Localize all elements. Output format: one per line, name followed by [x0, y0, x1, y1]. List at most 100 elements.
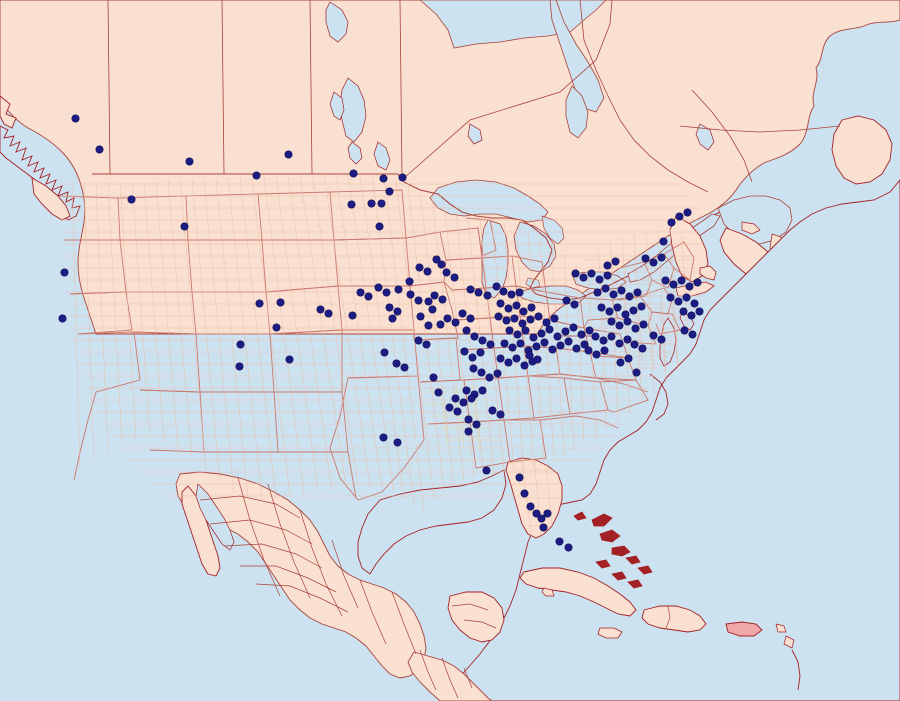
occurrence-dot — [527, 303, 535, 311]
occurrence-dot — [553, 332, 561, 340]
occurrence-dot — [422, 340, 430, 348]
occurrence-dot — [512, 354, 520, 362]
occurrence-dot — [603, 271, 611, 279]
occurrence-dot — [520, 361, 528, 369]
occurrence-dot — [592, 350, 600, 358]
occurrence-dot — [577, 330, 585, 338]
occurrence-dot — [519, 307, 527, 315]
occurrence-dot — [629, 306, 637, 314]
occurrence-dot — [649, 258, 657, 266]
mexico-state-boundaries — [199, 477, 497, 655]
occurrence-dot — [443, 314, 451, 322]
occurrence-dot — [394, 285, 402, 293]
haiti-dominican-border — [665, 605, 671, 629]
occurrence-dot — [424, 321, 432, 329]
occurrence-dot — [316, 305, 324, 313]
occurrence-dot — [499, 287, 507, 295]
occurrence-dot — [649, 331, 657, 339]
occurrence-dot — [688, 330, 696, 338]
occurrence-dot — [388, 314, 396, 322]
james-bay — [565, 85, 589, 139]
county-boundaries — [60, 173, 706, 539]
occurrence-dot — [406, 290, 414, 298]
occurrence-dot — [505, 326, 513, 334]
occurrence-dot — [605, 307, 613, 315]
occurrence-dot — [561, 327, 569, 335]
occurrence-dot — [623, 317, 631, 325]
yucatan — [447, 591, 505, 643]
occurrence-dot — [562, 296, 570, 304]
occurrence-dot — [379, 174, 387, 182]
occurrence-dot — [437, 260, 445, 268]
lesser-antilles-3 — [791, 649, 801, 691]
occurrence-dot — [236, 340, 244, 348]
occurrence-dot — [617, 286, 625, 294]
occurrence-dot — [661, 276, 669, 284]
occurrence-dot — [690, 299, 698, 307]
occurrence-dot — [601, 284, 609, 292]
occurrence-dot — [442, 268, 450, 276]
occurrence-dot — [478, 336, 486, 344]
occurrence-dot — [71, 114, 79, 122]
occurrence-dot — [599, 336, 607, 344]
occurrence-dot — [515, 473, 523, 481]
occurrence-dot — [564, 337, 572, 345]
occurrence-dot — [398, 173, 406, 181]
mexico — [175, 471, 427, 679]
occurrence-dot — [405, 277, 413, 285]
occurrence-dot — [379, 433, 387, 441]
lake-mistassini — [695, 123, 715, 151]
occurrence-dot — [285, 355, 293, 363]
occurrence-dot — [423, 267, 431, 275]
occurrence-dot — [630, 340, 638, 348]
occurrence-dot — [432, 255, 440, 263]
occurrence-dot — [451, 394, 459, 402]
occurrence-dot — [462, 386, 470, 394]
occurrence-dot — [382, 288, 390, 296]
occurrence-dot — [180, 222, 188, 230]
occurrence-dot — [494, 312, 502, 320]
occurrence-dot — [524, 346, 532, 354]
occurrence-dot — [595, 275, 603, 283]
occurrence-dot — [587, 269, 595, 277]
occurrence-dot — [528, 357, 536, 365]
lake-small-2 — [467, 123, 483, 145]
occurrence-dot — [695, 307, 703, 315]
occurrence-dot — [324, 309, 332, 317]
occurrence-dot — [385, 303, 393, 311]
occurrence-dot — [571, 269, 579, 277]
occurrence-dot — [483, 291, 491, 299]
occurrence-dot — [593, 288, 601, 296]
occurrence-dot — [550, 314, 558, 322]
occurrence-dot — [349, 169, 357, 177]
occurrence-dot — [466, 285, 474, 293]
occurrence-dot — [453, 407, 461, 415]
occurrence-dot — [526, 315, 534, 323]
occurrence-dot — [542, 318, 550, 326]
occurrence-dot — [693, 278, 701, 286]
occurrence-dot — [532, 342, 540, 350]
occurrence-dot — [460, 347, 468, 355]
occurrence-dot — [641, 254, 649, 262]
lake-nipigon — [373, 141, 391, 171]
occurrence-dot — [472, 420, 480, 428]
occurrence-dot — [488, 406, 496, 414]
occurrence-dot — [470, 390, 478, 398]
occurrence-dot — [385, 187, 393, 195]
occurrence-dot — [367, 199, 375, 207]
isla-de-la-juventud — [541, 587, 555, 597]
occurrence-dot — [639, 320, 647, 328]
occurrence-dot — [669, 280, 677, 288]
occurrence-dot — [428, 305, 436, 313]
occurrence-dot — [675, 212, 683, 220]
occurrence-dot — [502, 316, 510, 324]
gulf-of-california — [195, 483, 235, 551]
occurrence-dot — [474, 288, 482, 296]
occurrence-dot — [516, 339, 524, 347]
occurrence-dot — [95, 145, 103, 153]
cape-cod — [699, 265, 717, 281]
occurrence-dot — [468, 353, 476, 361]
occurrence-dot — [235, 362, 243, 370]
occurrence-dot — [438, 295, 446, 303]
